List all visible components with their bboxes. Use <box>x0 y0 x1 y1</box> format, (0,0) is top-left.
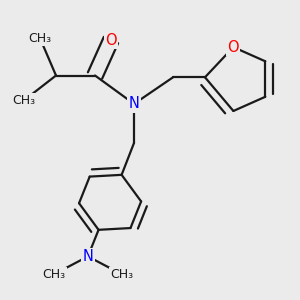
Text: N: N <box>82 249 93 264</box>
Text: CH₃: CH₃ <box>110 268 133 281</box>
Text: CH₃: CH₃ <box>13 94 36 107</box>
Text: CH₃: CH₃ <box>43 268 66 281</box>
Text: O: O <box>228 40 239 55</box>
Text: N: N <box>129 96 140 111</box>
Text: CH₃: CH₃ <box>28 32 52 45</box>
Text: O: O <box>105 32 117 47</box>
